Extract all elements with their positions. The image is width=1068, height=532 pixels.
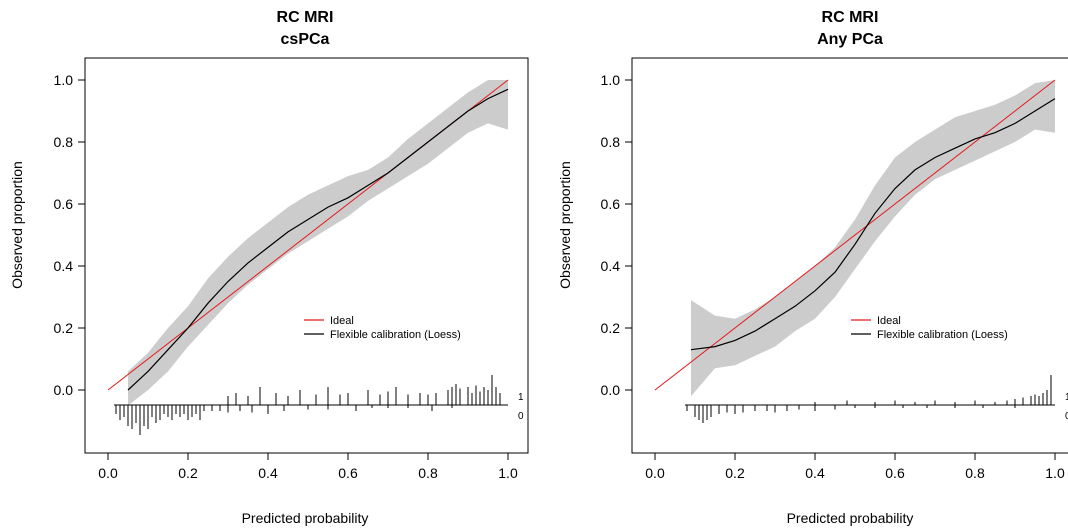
y-tick-label: 0.0 <box>601 382 621 398</box>
chart-panel-1: RC MRI csPCa Predicted probability Observed… <box>9 9 529 526</box>
chart-subtitle: Any PCa <box>817 31 883 48</box>
y-tick-label: 0.2 <box>54 320 74 336</box>
x-tick-label: 0.6 <box>338 465 358 481</box>
rug-label-positive: 1 <box>518 392 524 403</box>
x-tick-label: 0.6 <box>885 465 905 481</box>
y-tick-label: 0.0 <box>54 382 74 398</box>
chart-subtitle: csPCa <box>281 31 330 48</box>
y-tick-label: 0.4 <box>54 258 74 274</box>
y-tick-label: 0.4 <box>601 258 621 274</box>
rug-label-negative: 0 <box>518 411 524 422</box>
x-axis-label: Predicted probability <box>787 510 914 526</box>
y-tick-label: 0.8 <box>54 134 74 150</box>
x-axis-label: Predicted probability <box>242 510 369 526</box>
y-tick-label: 1.0 <box>54 72 74 88</box>
x-tick-label: 0.8 <box>418 465 438 481</box>
rug-label-negative: 0 <box>1065 411 1068 422</box>
rug-label-positive: 1 <box>1065 392 1068 403</box>
x-tick-label: 1.0 <box>1045 465 1065 481</box>
confidence-band <box>128 80 508 406</box>
x-tick-label: 0.8 <box>965 465 985 481</box>
legend-label: Flexible calibration (Loess) <box>330 329 461 341</box>
chart-panel-2: RC MRI Any PCa Predicted probability Observ… <box>557 9 1068 526</box>
loess-line <box>690 98 1056 351</box>
chart-title: RC MRI <box>277 9 334 26</box>
legend: Ideal Flexible calibration (Loess) <box>851 315 1008 341</box>
legend-label: Ideal <box>877 315 901 327</box>
legend: Ideal Flexible calibration (Loess) <box>304 315 461 341</box>
x-tick-label: 0.0 <box>98 465 118 481</box>
plot-area <box>107 79 509 435</box>
x-tick-label: 0.2 <box>178 465 198 481</box>
rug-plot <box>685 375 1055 423</box>
ideal-line <box>654 79 1056 391</box>
rug-plot <box>114 375 508 435</box>
y-tick-label: 0.6 <box>54 196 74 212</box>
y-tick-label: 0.2 <box>601 320 621 336</box>
x-tick-label: 1.0 <box>498 465 518 481</box>
legend-label: Flexible calibration (Loess) <box>877 329 1008 341</box>
x-tick-label: 0.0 <box>645 465 665 481</box>
y-axis-label: Observed proportion <box>9 161 25 289</box>
x-tick-label: 0.4 <box>258 465 278 481</box>
x-tick-label: 0.4 <box>805 465 825 481</box>
y-axis-label: Observed proportion <box>557 161 573 289</box>
plot-frame <box>84 57 529 454</box>
plot-area <box>654 79 1056 423</box>
chart-title: RC MRI <box>822 9 879 26</box>
legend-label: Ideal <box>330 315 354 327</box>
x-tick-label: 0.2 <box>725 465 745 481</box>
loess-line <box>127 88 509 391</box>
plot-frame <box>631 57 1068 454</box>
confidence-band <box>691 80 1055 397</box>
y-tick-label: 0.6 <box>601 196 621 212</box>
y-tick-label: 1.0 <box>601 72 621 88</box>
y-tick-label: 0.8 <box>601 134 621 150</box>
